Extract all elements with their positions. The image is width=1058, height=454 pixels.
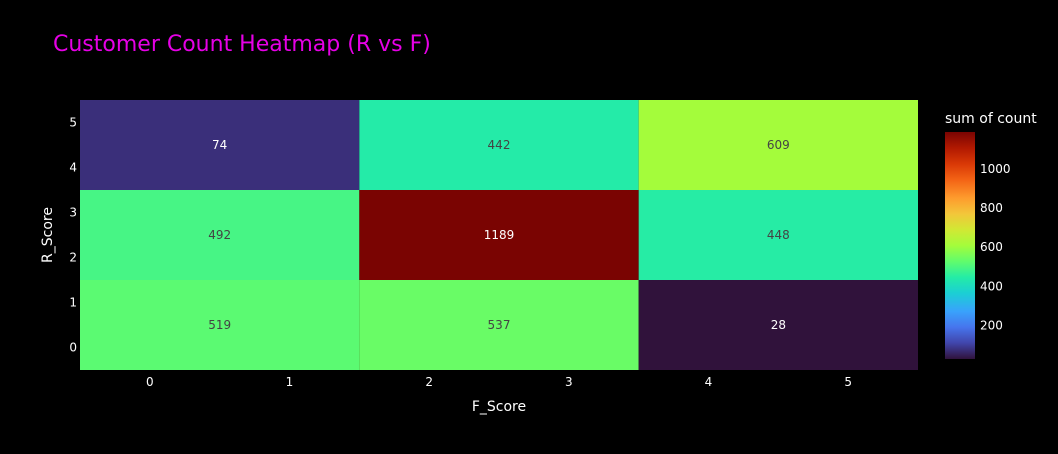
x-tick-label: 4 xyxy=(705,375,713,389)
heatmap-cell xyxy=(359,280,639,370)
x-axis-ticks: 0 1 2 3 4 5 xyxy=(146,375,852,389)
heatmap-cell xyxy=(80,280,360,370)
colorbar-tick-label: 400 xyxy=(980,279,1003,293)
x-tick-label: 2 xyxy=(425,375,433,389)
heatmap-cell-labels: 519 537 28 492 1189 448 74 442 609 xyxy=(208,138,790,332)
x-axis-title: F_Score xyxy=(472,399,526,415)
colorbar-tick-label: 600 xyxy=(980,240,1003,254)
colorbar-tick-label: 200 xyxy=(980,318,1003,332)
x-tick-label: 3 xyxy=(565,375,573,389)
y-tick-label: 1 xyxy=(69,296,77,310)
heatmap-cell xyxy=(638,100,918,190)
colorbar-title: sum of count xyxy=(945,111,1037,127)
heatmap-cell xyxy=(359,190,639,280)
heatmap-cell xyxy=(80,100,360,190)
heatmap-cell xyxy=(638,190,918,280)
y-tick-label: 2 xyxy=(69,251,77,265)
x-tick-label: 0 xyxy=(146,375,154,389)
cell-value-label: 28 xyxy=(771,318,786,332)
cell-value-label: 537 xyxy=(488,318,511,332)
cell-value-label: 1189 xyxy=(484,228,515,242)
heatmap-cell xyxy=(359,100,639,190)
cell-value-label: 492 xyxy=(208,228,231,242)
cell-value-label: 74 xyxy=(212,138,227,152)
y-tick-label: 0 xyxy=(69,341,77,355)
chart-title: Customer Count Heatmap (R vs F) xyxy=(53,32,431,57)
heatmap-cell xyxy=(638,280,918,370)
colorbar-tick-label: 800 xyxy=(980,201,1003,215)
colorbar xyxy=(945,132,975,359)
cell-value-label: 609 xyxy=(767,138,790,152)
colorbar-ticks: 200 400 600 800 1000 xyxy=(980,162,1011,332)
y-axis-title: R_Score xyxy=(40,207,56,263)
colorbar-tick-label: 1000 xyxy=(980,162,1011,176)
y-tick-label: 3 xyxy=(69,206,77,220)
cell-value-label: 519 xyxy=(208,318,231,332)
y-tick-label: 5 xyxy=(69,116,77,130)
x-tick-label: 5 xyxy=(844,375,852,389)
y-tick-label: 4 xyxy=(69,161,77,175)
cell-value-label: 442 xyxy=(488,138,511,152)
cell-value-label: 448 xyxy=(767,228,790,242)
heatmap-cell xyxy=(80,190,360,280)
y-axis-ticks: 0 1 2 3 4 5 xyxy=(69,116,77,355)
x-tick-label: 1 xyxy=(286,375,294,389)
heatmap-cells xyxy=(80,100,918,370)
